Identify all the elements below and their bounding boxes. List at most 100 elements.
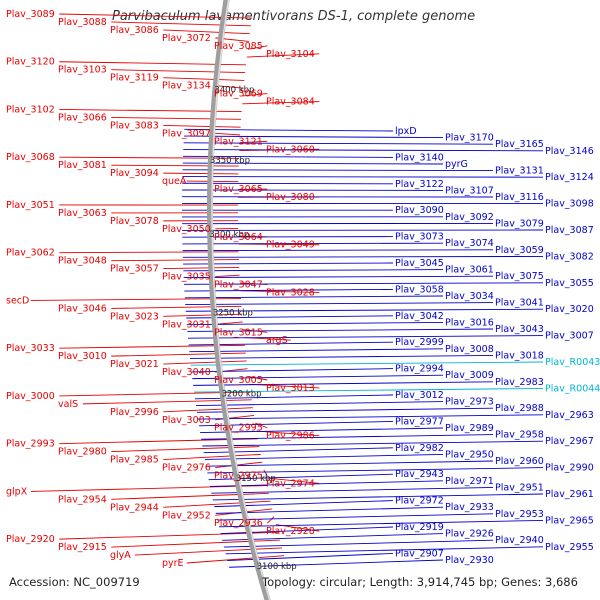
callout-line xyxy=(186,321,444,326)
gene-label: secD xyxy=(6,295,29,306)
callout-line xyxy=(184,295,444,299)
gene-label: Plav_2975 xyxy=(214,470,263,481)
kbp-tick-label: 3300 kbp xyxy=(209,230,249,240)
gene-label: Plav_2955 xyxy=(545,542,594,553)
gene-label: Plav_3064 xyxy=(214,232,263,243)
gene-label: argS xyxy=(266,335,288,346)
accession-value: NC_009719 xyxy=(73,575,140,589)
gene-label: Plav_2980 xyxy=(58,447,107,458)
gene-label: Plav_3048 xyxy=(58,256,107,267)
callout-line xyxy=(182,162,444,165)
callout-line xyxy=(183,155,394,158)
callout-line xyxy=(207,467,544,474)
callout-line xyxy=(209,480,444,487)
callout-line xyxy=(134,547,282,556)
gene-label: Plav_2995 xyxy=(214,423,263,434)
callout-line xyxy=(196,407,494,413)
gene-label: Plav_2960 xyxy=(495,456,544,467)
gene-label: Plav_2994 xyxy=(395,364,444,375)
gene-label: Plav_3098 xyxy=(545,199,594,210)
gene-label: Plav_2982 xyxy=(395,443,444,454)
gene-label: Plav_3088 xyxy=(58,17,107,28)
callout-line xyxy=(186,315,394,319)
callout-line xyxy=(218,519,544,528)
gene-label: Plav_3079 xyxy=(495,218,544,229)
callout-line xyxy=(217,513,494,521)
gene-label: Plav_3045 xyxy=(395,258,444,269)
gene-label: Plav_3075 xyxy=(495,271,544,282)
gene-label: Plav_2989 xyxy=(445,423,494,434)
gene-label: Plav_3043 xyxy=(495,324,544,335)
kbp-tick-label: 3150 kbp xyxy=(236,474,276,484)
callout-line xyxy=(184,282,544,285)
gene-label: Plav_3060 xyxy=(266,144,315,155)
callout-line xyxy=(182,236,394,238)
callout-line xyxy=(111,352,246,357)
gene-label: Plav_3081 xyxy=(58,160,107,171)
gene-label: glyA xyxy=(110,550,131,561)
callout-line xyxy=(163,500,271,508)
gene-label: Plav_3107 xyxy=(445,185,494,196)
callout-line xyxy=(215,274,240,278)
callout-line xyxy=(182,176,544,178)
gene-label: Plav_3000 xyxy=(6,391,55,402)
gene-label: Plav_3103 xyxy=(58,65,107,76)
gene-label: Plav_3063 xyxy=(58,208,107,219)
gene-label: Plav_2915 xyxy=(58,542,107,553)
callout-line xyxy=(111,69,246,74)
topology-value: circular xyxy=(319,575,363,589)
gene-label: Plav_3087 xyxy=(545,225,594,236)
gene-label: Plav_2988 xyxy=(495,403,544,414)
gene-label: queA xyxy=(162,176,187,187)
gene-label: Plav_3047 xyxy=(214,280,263,291)
callout-line xyxy=(163,29,250,35)
callout-line xyxy=(163,172,239,175)
genome-backbone xyxy=(207,0,271,600)
callout-line xyxy=(192,374,444,380)
gene-label: pyrE xyxy=(162,558,184,569)
gene-label: Plav_3005 xyxy=(214,375,263,386)
gene-label: Plav_2952 xyxy=(162,510,211,521)
gene-label: Plav_3090 xyxy=(395,205,444,216)
gene-label: Plav_2919 xyxy=(395,522,444,533)
callout-line xyxy=(242,101,320,105)
gene-label: Plav_2958 xyxy=(495,430,544,441)
gene-label: Plav_3033 xyxy=(6,343,55,354)
callout-line xyxy=(200,427,444,433)
gene-label: Plav_3062 xyxy=(6,248,55,259)
callout-line xyxy=(184,288,394,292)
callout-line xyxy=(247,45,268,50)
gene-label: Plav_2940 xyxy=(495,535,544,546)
gene-label: Plav_3078 xyxy=(110,216,159,227)
gene-label: Plav_3055 xyxy=(545,278,594,289)
gene-label: Plav_2944 xyxy=(110,502,159,513)
callout-lines xyxy=(30,13,544,568)
callout-line xyxy=(30,298,241,301)
callout-line xyxy=(59,391,251,397)
gene-label: Plav_2936 xyxy=(214,518,263,529)
gene-label: Plav_3089 xyxy=(6,9,55,20)
gene-label: Plav_3084 xyxy=(266,97,315,108)
callout-line xyxy=(163,360,247,365)
gene-label: Plav_2953 xyxy=(495,509,544,520)
genome-summary: Topology: circular; Length: 3,914,745 bp… xyxy=(262,575,578,589)
callout-line xyxy=(111,164,239,167)
gene-label: Plav_2976 xyxy=(162,463,211,474)
callout-line xyxy=(190,354,494,359)
gene-label: Plav_3072 xyxy=(162,33,211,44)
gene-label: Plav_3121 xyxy=(214,136,263,147)
gene-label: Plav_3059 xyxy=(495,245,544,256)
callout-line xyxy=(111,21,251,27)
gene-label: Plav_3042 xyxy=(395,311,444,322)
callout-line xyxy=(195,401,444,407)
gene-label: Plav_3009 xyxy=(445,370,494,381)
callout-line xyxy=(215,85,244,89)
gene-label: Plav_3083 xyxy=(110,120,159,131)
callout-line xyxy=(204,453,444,460)
callout-line xyxy=(163,313,243,317)
gene-label: Plav_3065 xyxy=(214,184,263,195)
callout-line xyxy=(215,506,444,514)
gene-label: Plav_3122 xyxy=(395,179,444,190)
callout-line xyxy=(215,132,241,136)
gene-label: Plav_2907 xyxy=(395,548,444,559)
